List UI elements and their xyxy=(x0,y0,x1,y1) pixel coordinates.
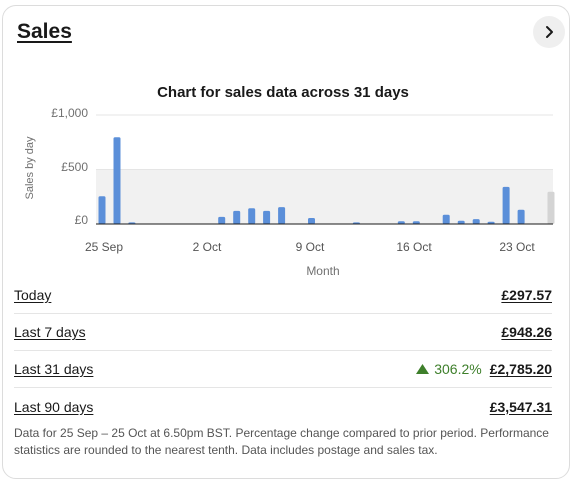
bar-23-oct xyxy=(517,209,525,224)
stat-value-group: £948.26 xyxy=(501,324,552,340)
bar-15-oct xyxy=(397,221,405,224)
bar-19-oct xyxy=(457,220,465,224)
bar-25-sep xyxy=(98,196,106,224)
data-footnote: Data for 25 Sep – 25 Oct at 6.50pm BST. … xyxy=(14,426,549,457)
bar-16-oct xyxy=(412,221,420,224)
y-tick-label: £0 xyxy=(74,213,88,227)
y-tick-label: £500 xyxy=(61,160,88,174)
x-tick-label: 25 Sep xyxy=(84,240,124,254)
stat-value[interactable]: £3,547.31 xyxy=(489,398,552,415)
stat-value-group: £297.57 xyxy=(501,287,552,303)
stat-value[interactable]: £297.57 xyxy=(501,287,552,303)
shaded-band xyxy=(96,169,553,224)
stat-row-last-90-days: Last 90 days £3,547.31 xyxy=(14,388,552,425)
stat-label[interactable]: Last 90 days xyxy=(14,398,94,415)
change-value: 306.2% xyxy=(434,361,482,377)
chart-title: Chart for sales data across 31 days xyxy=(157,84,409,101)
bar-4-oct xyxy=(233,210,241,224)
stat-label[interactable]: Last 31 days xyxy=(14,361,94,377)
bar-3-oct xyxy=(218,216,226,224)
sales-bar-chart xyxy=(96,114,555,225)
stat-value-group: £3,547.31 xyxy=(490,399,552,415)
x-axis-label: Month xyxy=(306,264,340,278)
sales-title[interactable]: Sales xyxy=(17,20,72,43)
bar-5-oct xyxy=(248,208,256,224)
stat-value-group: 306.2% £2,785.20 xyxy=(416,361,552,377)
x-tick-label: 16 Oct xyxy=(396,240,432,254)
x-tick-label: 23 Oct xyxy=(499,240,535,254)
bar-20-oct xyxy=(472,219,480,224)
open-sales-button[interactable] xyxy=(533,16,565,48)
stat-value[interactable]: £948.26 xyxy=(501,324,552,340)
stat-value[interactable]: £2,785.20 xyxy=(489,361,552,377)
bar-18-oct xyxy=(442,214,450,224)
bar-21-oct xyxy=(487,221,495,224)
bar-7-oct xyxy=(278,207,286,224)
bar-25-oct xyxy=(547,191,555,224)
stat-label[interactable]: Last 7 days xyxy=(14,324,86,340)
stat-row-today: Today £297.57 xyxy=(14,277,552,314)
percentage-change: 306.2% xyxy=(416,361,482,377)
bar-26-sep xyxy=(113,137,121,224)
y-tick-label: £1,000 xyxy=(51,106,88,120)
bar-22-oct xyxy=(502,186,510,224)
stat-label[interactable]: Today xyxy=(14,287,52,303)
bar-6-oct xyxy=(263,210,271,224)
x-tick-label: 2 Oct xyxy=(192,240,222,254)
sales-card: Sales xyxy=(2,5,570,479)
triangle-up-icon xyxy=(416,364,430,374)
chevron-right-icon xyxy=(546,26,553,38)
stat-row-last-31-days: Last 31 days 306.2% £2,785.20 xyxy=(14,351,552,388)
stat-row-last-7-days: Last 7 days £948.26 xyxy=(14,314,552,351)
bar-9-oct xyxy=(308,218,315,224)
x-tick-label: 9 Oct xyxy=(295,240,325,254)
